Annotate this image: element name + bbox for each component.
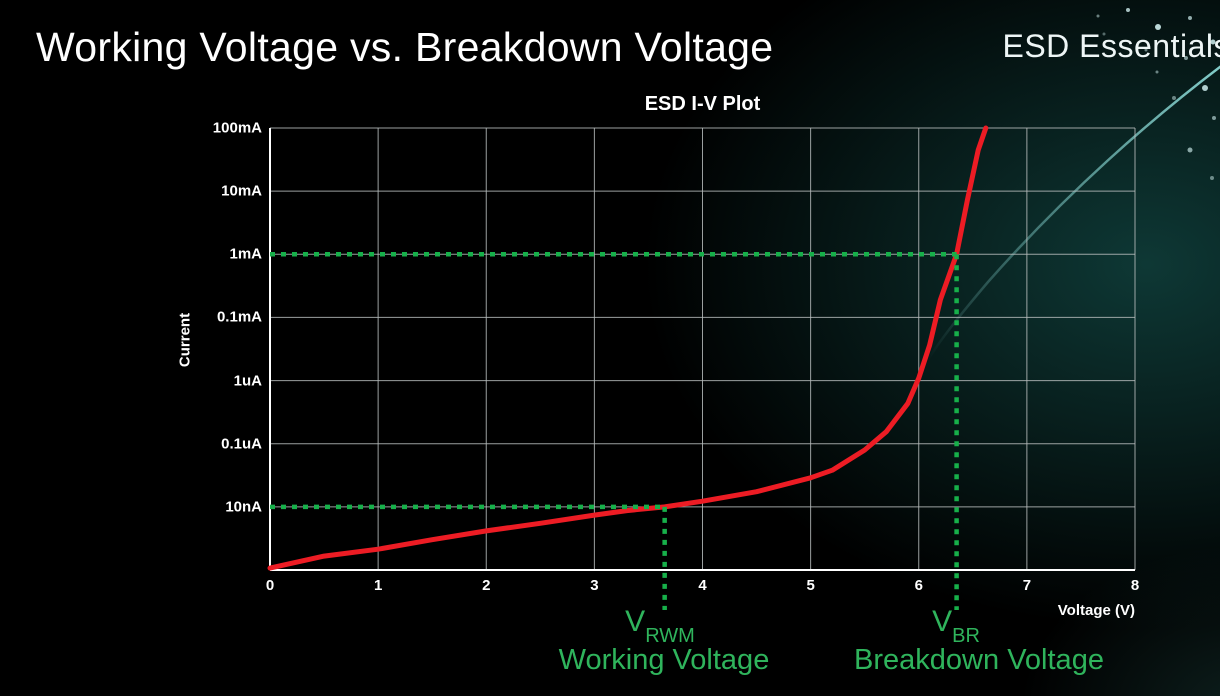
- chart-title: ESD I-V Plot: [644, 93, 761, 115]
- y-tick-label: 100mA: [212, 119, 262, 137]
- y-tick-labels: 100mA 10mA 1mA 0.1mA 1uA 0.1uA 10nA: [176, 121, 262, 570]
- annotation-vrwm-label: Working Voltage: [558, 644, 770, 676]
- y-tick-label: 10nA: [225, 498, 262, 516]
- x-tick-label: 4: [698, 577, 707, 594]
- y-tick-label: 1mA: [229, 245, 262, 263]
- annotation-vbr-label: Breakdown Voltage: [854, 644, 1104, 676]
- brand-logo-text: ESD Essentials: [1002, 28, 1220, 64]
- plot-area: [267, 125, 1136, 610]
- y-tick-label: 1uA: [233, 372, 262, 390]
- x-tick-label: 3: [590, 577, 599, 594]
- y-tick-label: 0.1uA: [221, 435, 262, 453]
- x-tick-label: 0: [265, 577, 275, 594]
- x-axis-label: Voltage (V): [1057, 602, 1135, 619]
- iv-curve: [267, 125, 989, 571]
- x-tick-label: 5: [806, 577, 815, 594]
- x-tick-label: 8: [1130, 577, 1140, 594]
- y-tick-label: 0.1mA: [216, 308, 262, 326]
- y-tick-label: 10mA: [221, 182, 262, 200]
- page-title: Working Voltage vs. Breakdown Voltage: [36, 24, 774, 70]
- x-tick-label: 6: [914, 577, 923, 594]
- x-tick-label: 7: [1022, 577, 1032, 594]
- x-tick-label: 2: [482, 577, 491, 594]
- x-tick-label: 1: [373, 577, 383, 594]
- decorative-dots: [1096, 8, 1216, 180]
- annotation-vbr-symbol: VBR: [932, 605, 980, 647]
- annotation-vrwm-symbol: VRWM: [625, 605, 695, 647]
- x-tick-labels: 0 1 2 3 4 5 6 7 8: [266, 577, 1139, 598]
- decorative-swoosh: [926, 65, 1220, 361]
